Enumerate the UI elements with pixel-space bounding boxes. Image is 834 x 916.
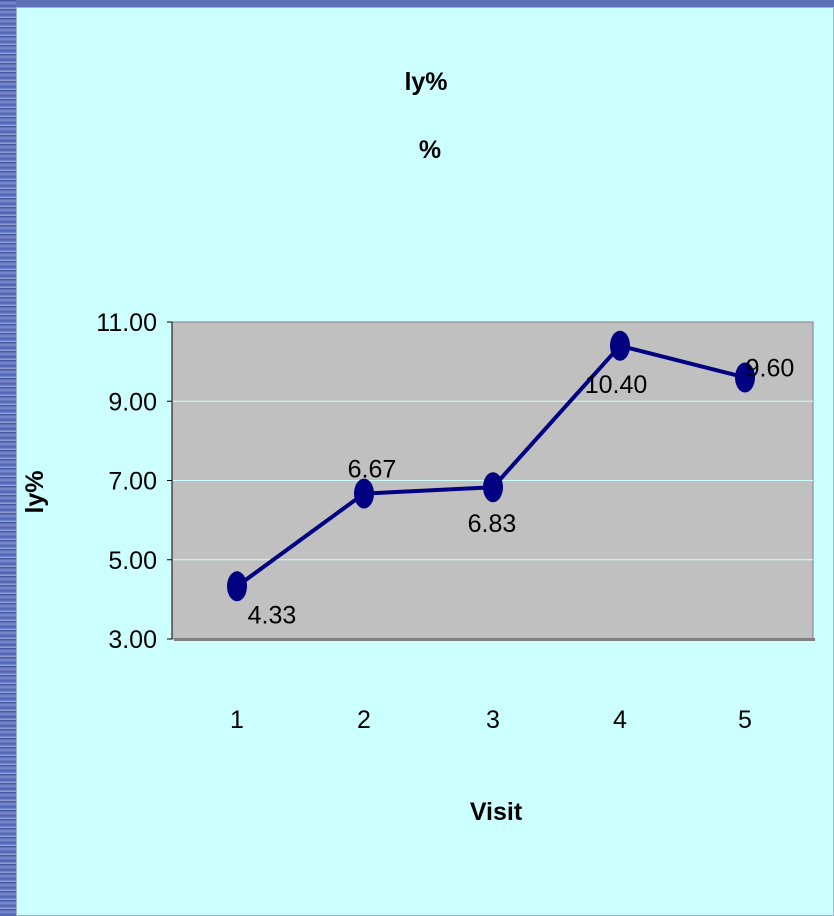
y-tick-label: 11.00	[96, 309, 157, 337]
y-tick-label: 9.00	[108, 388, 157, 416]
chart-title: ly%	[404, 68, 447, 96]
x-tick-label: 3	[486, 706, 500, 734]
x-tick-label: 1	[230, 706, 244, 734]
y-axis-label: ly%	[21, 470, 49, 513]
data-label: 6.83	[468, 510, 517, 538]
data-labels: 4.33 6.67 6.83 10.40 9.60	[248, 354, 795, 629]
data-label: 10.40	[585, 371, 648, 399]
data-label: 6.67	[348, 456, 397, 484]
left-decorative-stripe	[0, 0, 16, 916]
series-line	[227, 330, 755, 602]
y-tick-label: 7.00	[108, 468, 157, 496]
y-tick-label: 3.00	[108, 626, 157, 654]
data-point-marker	[735, 362, 755, 393]
x-axis-label: Visit	[470, 798, 523, 826]
data-label: 4.33	[248, 601, 297, 629]
data-label: 9.60	[746, 354, 795, 382]
data-point-marker	[354, 478, 374, 509]
x-tick-labels: 1 2 3 4 5	[230, 706, 752, 734]
plot-area-shadow	[174, 638, 815, 641]
data-point-marker	[610, 330, 630, 361]
y-tick-label: 5.00	[108, 547, 157, 575]
data-point-marker	[483, 472, 503, 503]
x-tick-label: 4	[613, 706, 627, 734]
x-tick-label: 5	[738, 706, 752, 734]
chart-subtitle: %	[419, 136, 441, 164]
data-point-marker	[227, 571, 247, 602]
y-tick-labels: 3.00 5.00 7.00 9.00 11.00	[96, 309, 157, 654]
x-tick-label: 2	[357, 706, 371, 734]
